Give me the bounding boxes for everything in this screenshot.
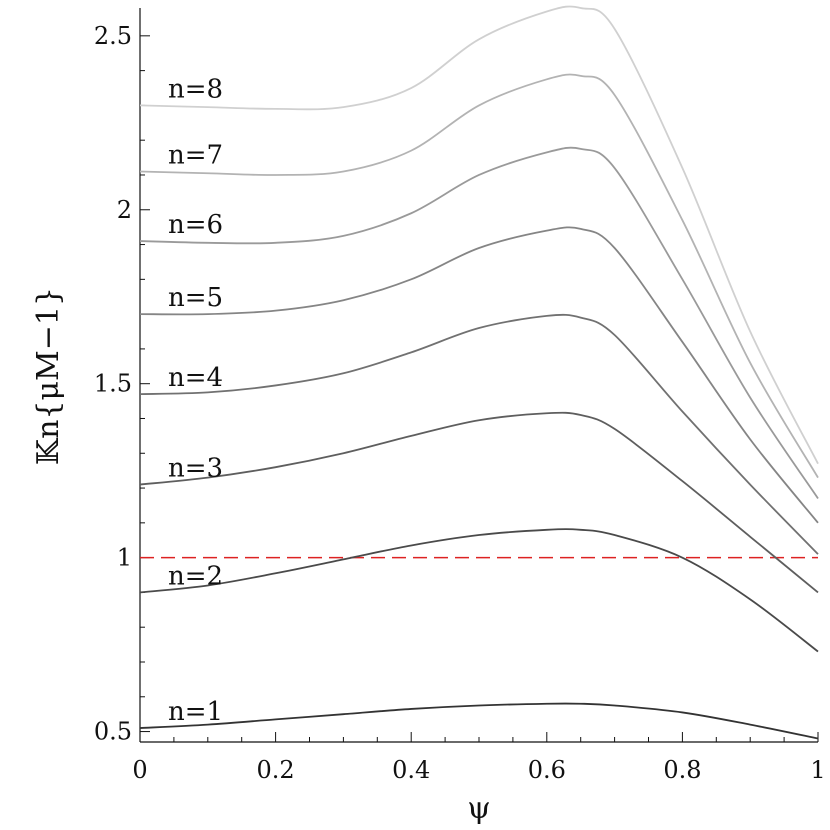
y-tick-label: 0.5 xyxy=(94,718,132,746)
series-label-6: n=6 xyxy=(168,210,223,240)
series-label-2: n=2 xyxy=(168,561,223,591)
x-tick-label: 0.2 xyxy=(257,756,295,784)
series-label-1: n=1 xyxy=(168,697,223,727)
series-line-7 xyxy=(139,73,819,479)
series-label-3: n=3 xyxy=(168,454,223,484)
series-line-5 xyxy=(139,226,819,524)
x-tick-label: 0.6 xyxy=(528,756,566,784)
x-tick-label: 0.8 xyxy=(663,756,701,784)
series-line-2 xyxy=(139,528,819,653)
x-axis-title: ψ xyxy=(467,791,491,826)
series-line-3 xyxy=(139,411,819,594)
x-tick-label: 0 xyxy=(132,756,147,784)
axes xyxy=(139,8,818,743)
y-ticks: 0.5 1 1.5 2 2.5 xyxy=(94,22,150,746)
series-label-4: n=4 xyxy=(168,363,223,393)
series-labels: n=1 n=2 n=3 n=4 n=5 n=6 n=7 n=8 xyxy=(168,74,223,727)
x-tick-label: 0.4 xyxy=(392,756,430,784)
y-axis-title: 𝕂n{μM−1} xyxy=(31,287,66,465)
series-line-6 xyxy=(139,146,819,499)
series-label-7: n=7 xyxy=(168,140,223,170)
series-label-5: n=5 xyxy=(168,283,223,313)
y-tick-label: 2 xyxy=(117,196,132,224)
x-ticks: 0 0.2 0.4 0.6 0.8 1 xyxy=(132,732,826,784)
y-tick-label: 2.5 xyxy=(94,22,132,50)
series-line-4 xyxy=(139,313,819,555)
y-tick-label: 1.5 xyxy=(94,370,132,398)
series-line-8 xyxy=(139,5,819,465)
y-tick-label: 1 xyxy=(117,544,132,572)
series-label-8: n=8 xyxy=(168,74,223,104)
series-group xyxy=(139,5,819,740)
series-line-1 xyxy=(139,702,819,740)
x-tick-label: 1 xyxy=(810,756,825,784)
